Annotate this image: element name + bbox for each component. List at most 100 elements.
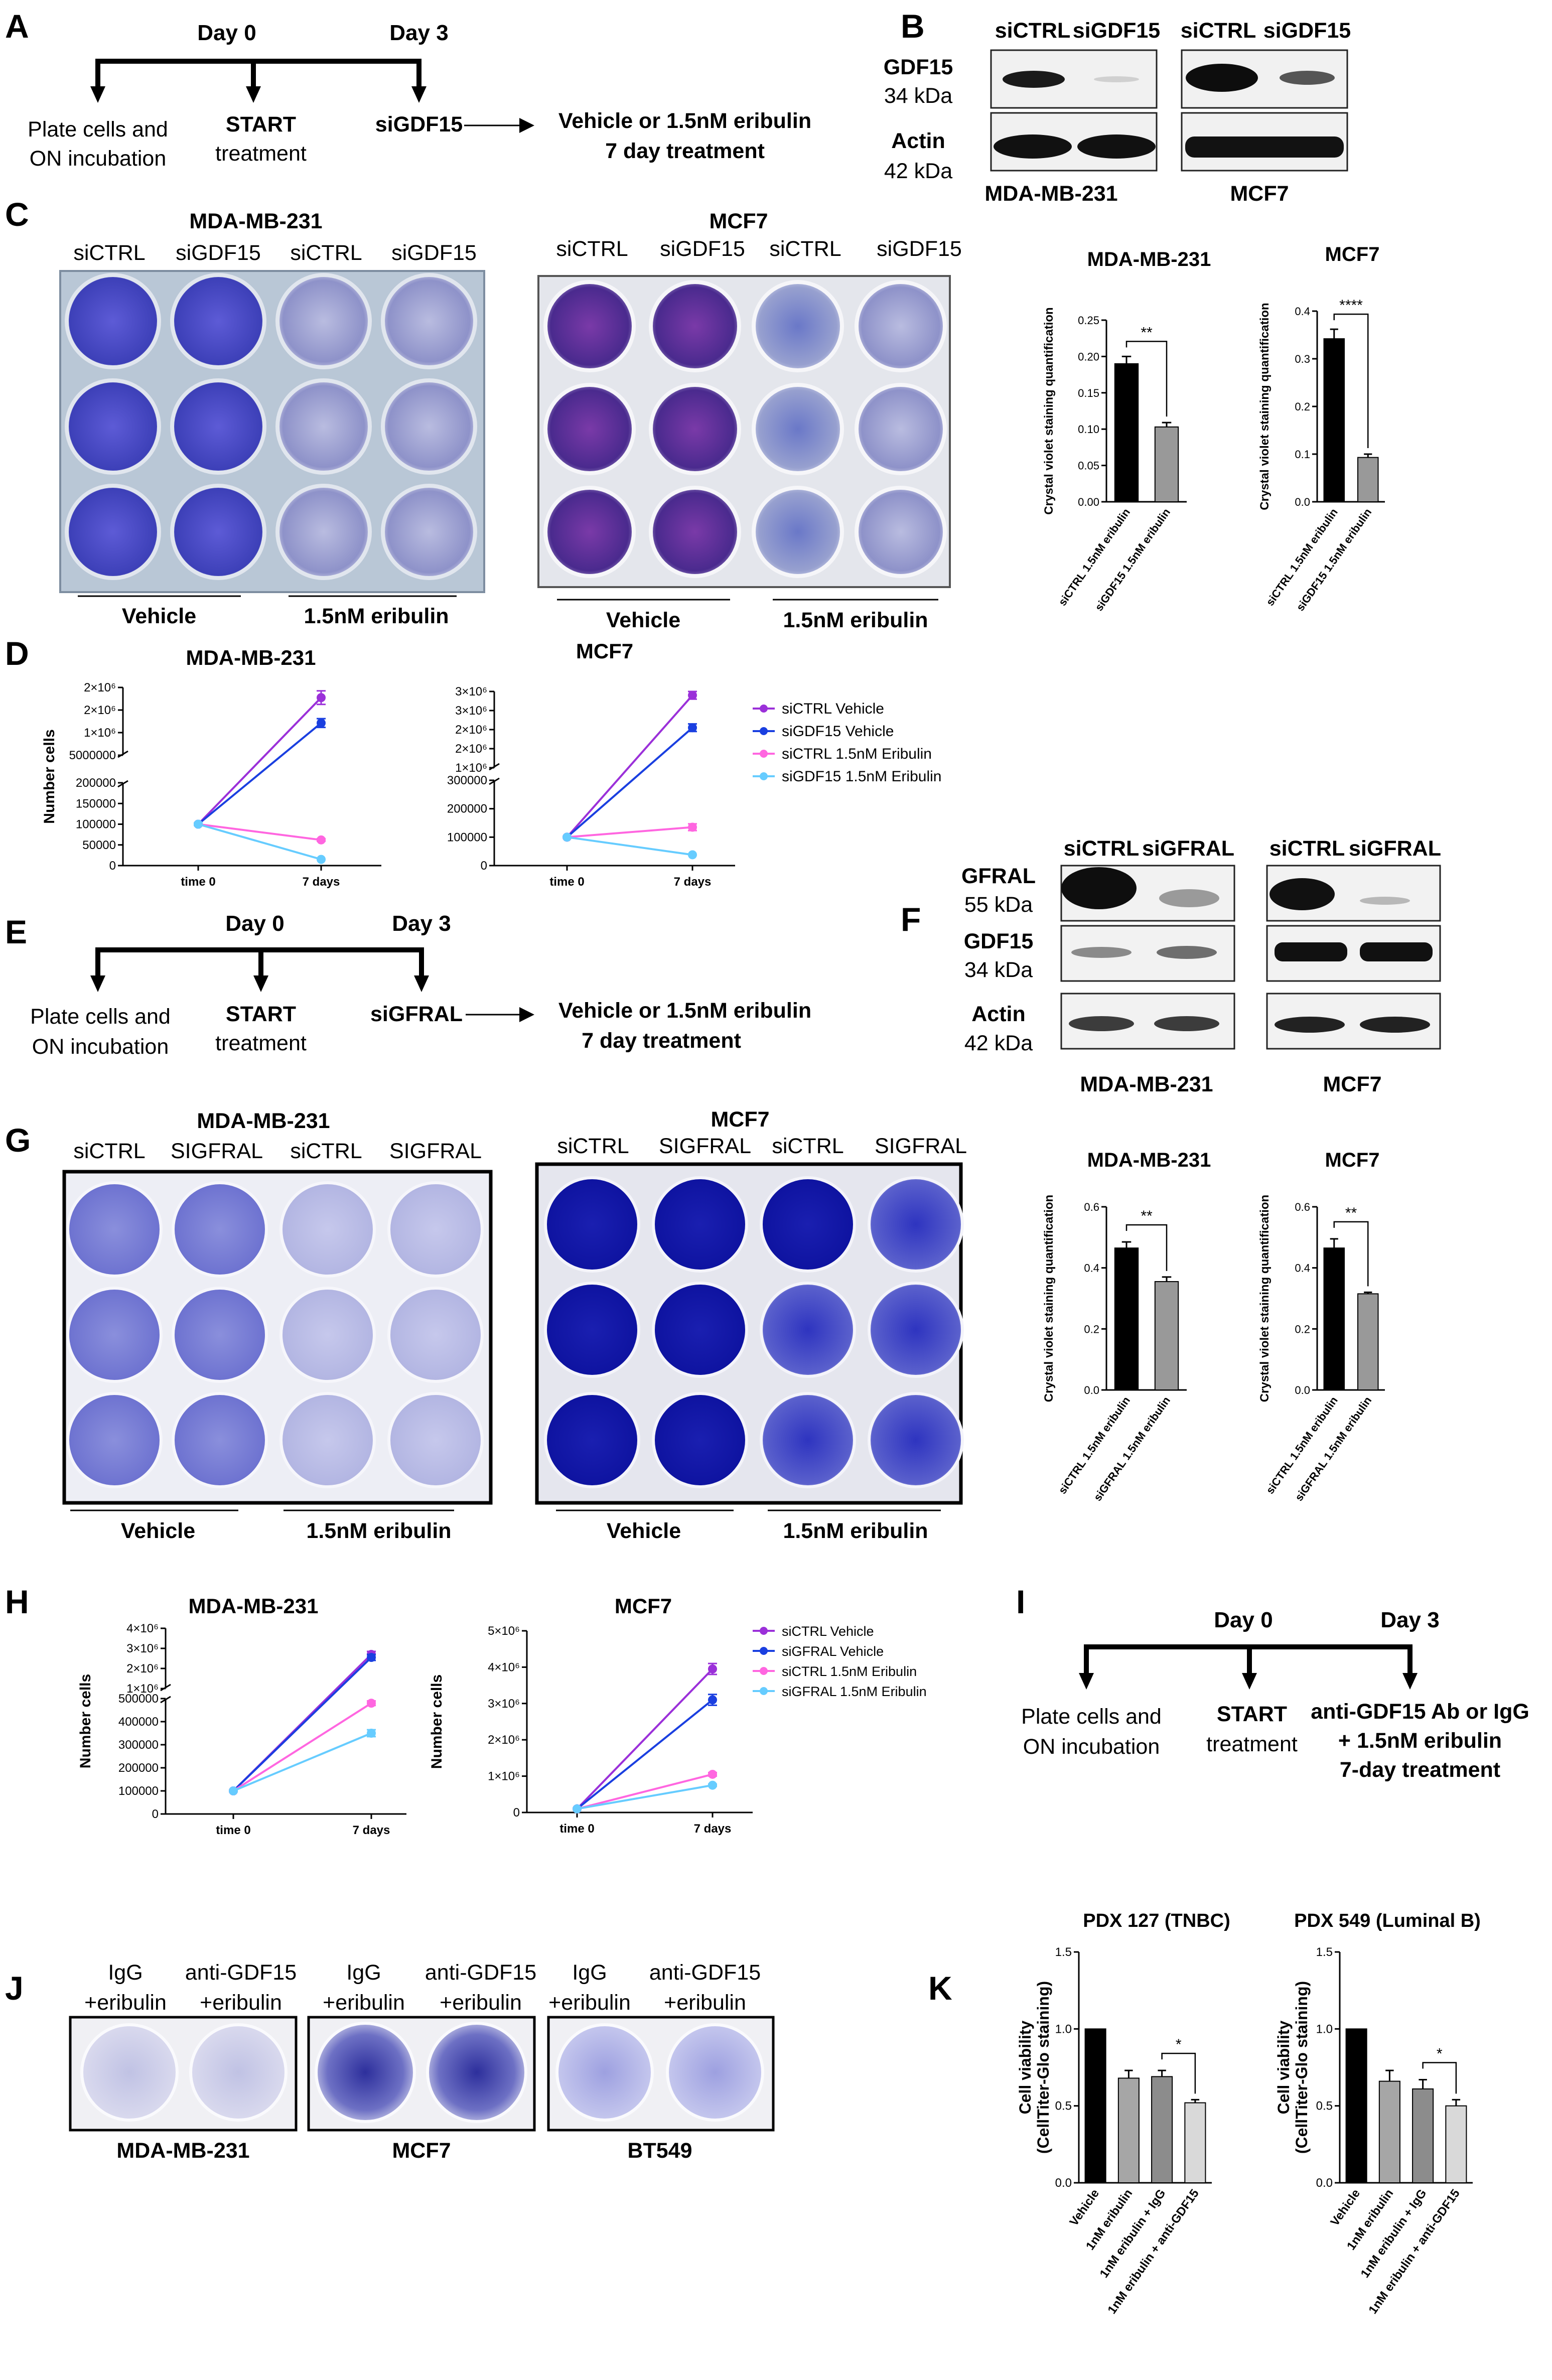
panel-j: J IgG +eribulin anti-GDF15 +eribulin IgG… (5, 1961, 775, 2163)
data-point (708, 1780, 717, 1790)
y-axis-label: Number cells (77, 1674, 94, 1768)
well (544, 1392, 640, 1488)
well (381, 484, 477, 580)
x-tick-label: 7 days (303, 875, 340, 889)
well (855, 280, 947, 372)
y-axis-label: Crystal violet staining quantification (1258, 303, 1272, 510)
blot-b-lane-3: siCTRL (1181, 19, 1256, 43)
panel-e: E Day 0 Day 3 Plate cells and ON incubat… (5, 911, 811, 1059)
well (275, 484, 372, 580)
timeline-e-day0: Day 0 (225, 911, 284, 936)
plates-j-label: anti-GDF15 (185, 1961, 297, 1985)
arrowhead (1079, 1673, 1094, 1690)
data-point (194, 819, 203, 829)
bar (1357, 1293, 1379, 1390)
data-point (688, 822, 697, 832)
legend-entry: siCTRL Vehicle (782, 701, 884, 717)
well (170, 273, 266, 369)
bar (1445, 2105, 1467, 2183)
y-tick-label: 0.10 (1078, 423, 1099, 436)
well (65, 378, 161, 475)
well (387, 1181, 484, 1278)
y-tick-label: 300000 (447, 774, 487, 787)
series-line (197, 696, 322, 825)
plates-c-col: siCTRL (290, 241, 362, 265)
well (855, 486, 947, 578)
y-tick-label: 0.5 (1316, 2099, 1333, 2113)
blot-f-row3: Actin (971, 1002, 1026, 1026)
category-label: Vehicle (1067, 2187, 1102, 2228)
y-tick-label: 0.6 (1084, 1201, 1099, 1213)
y-tick-label: 0.00 (1078, 496, 1099, 508)
blot-f-lane-4: siGFRAL (1349, 836, 1441, 861)
arrowhead (1402, 1673, 1418, 1690)
data-point (562, 832, 572, 842)
chart-title: MCF7 (1325, 243, 1380, 265)
plates-c-col: siCTRL (556, 237, 628, 261)
y-axis-label: Crystal violet staining quantification (1042, 1195, 1056, 1402)
well (426, 2022, 527, 2123)
blot-b-row1-kda: 34 kDa (884, 84, 952, 108)
x-tick-label: 7 days (674, 875, 712, 889)
well (649, 280, 741, 372)
chart-title: MDA-MB-231 (1087, 248, 1211, 270)
data-point (367, 1699, 376, 1708)
panel-label-h: H (5, 1583, 29, 1620)
category-label: siCTRL 1.5nM eribulin (1056, 1394, 1133, 1496)
y-tick-label: 0.0 (1295, 1384, 1310, 1396)
y-tick-label: 200000 (447, 802, 487, 816)
plates-g-group2: 1.5nM eribulin (306, 1519, 451, 1543)
y-tick-label: 0.3 (1295, 353, 1310, 365)
arrowhead (414, 975, 429, 992)
timeline-i-step3a: anti-GDF15 Ab or IgG (1311, 1700, 1529, 1724)
blot-b-lane-4: siGDF15 (1263, 19, 1351, 43)
timeline-i-step1b: ON incubation (1023, 1735, 1160, 1759)
panel-label-g: G (5, 1122, 31, 1159)
line-chart-D2: MCF7 1×10⁶ 2×10⁶ 2×10⁶ 3×10⁶ 3×10⁶ 0 100000 2000… (447, 639, 735, 889)
y-tick-label: 0.2 (1295, 1323, 1310, 1335)
y-tick-label: 100000 (76, 818, 116, 831)
blot-band (1185, 136, 1344, 158)
line-chart-H2: MCF7 0 1×10⁶ 2×10⁶ 3×10⁶ 4×10⁶ 5×10⁶ time 0 7 da… (429, 1594, 753, 1836)
plates-j-label: +eribulin (664, 1991, 746, 2015)
arrowhead (411, 86, 427, 103)
category-label: siGFRAL 1.5nM eribulin (1091, 1394, 1173, 1503)
chart-title: MDA-MB-231 (1087, 1149, 1211, 1171)
y-axis-label: Crystal violet staining quantification (1258, 1195, 1272, 1402)
significance-label: ** (1345, 1205, 1357, 1221)
panel-f: F siCTRL siGFRAL siCTRL siGFRAL GFRAL 55… (901, 836, 1441, 1096)
timeline-a-result1: Vehicle or 1.5nM eribulin (558, 109, 811, 133)
panel-i: I Day 0 Day 3 Plate cells and ON incubat… (1016, 1583, 1529, 1782)
y-tick-label: 2×10⁶ (126, 1662, 159, 1675)
y-tick-label: 0.0 (1055, 2176, 1072, 2190)
well (555, 2023, 654, 2122)
bar (1345, 2028, 1367, 2183)
panel-label-k: K (928, 1970, 952, 2007)
y-tick-label: 5×10⁶ (488, 1624, 520, 1638)
bar-chart-K1: PDX 127 (TNBC) 0.0 0.5 1.0 1.5 Cell viability… (1016, 1910, 1230, 2316)
significance-label: ** (1141, 324, 1153, 341)
well (387, 1392, 484, 1488)
well (275, 378, 372, 475)
plates-c-col: siGDF15 (660, 237, 745, 261)
legend-entry: siGFRAL Vehicle (782, 1644, 884, 1659)
blot-band (1094, 76, 1139, 82)
timeline-a-day3: Day 3 (389, 21, 448, 45)
timeline-e-day3: Day 3 (392, 911, 451, 936)
series-line (232, 1702, 372, 1792)
series-line (577, 1784, 713, 1810)
plates-c-cell1: MDA-MB-231 (189, 209, 322, 233)
bar-chart-C1: MDA-MB-231 0.00 0.05 0.10 0.15 0.20 0.25 Crysta… (1042, 248, 1211, 613)
y-tick-label: 0.2 (1084, 1323, 1099, 1335)
significance-bracket (1125, 1224, 1168, 1271)
category-label: siGDF15 1.5nM eribulin (1092, 506, 1173, 614)
y-tick-label: 2×10⁶ (455, 742, 487, 756)
arrowhead (246, 86, 261, 103)
chart-title: MCF7 (615, 1594, 672, 1618)
blot-band (1154, 1016, 1219, 1031)
legend-entry: siCTRL 1.5nM Eribulin (782, 746, 932, 762)
well (543, 280, 636, 372)
well (752, 486, 844, 578)
blot-b-cell1: MDA-MB-231 (984, 182, 1117, 206)
bar (1114, 363, 1139, 502)
